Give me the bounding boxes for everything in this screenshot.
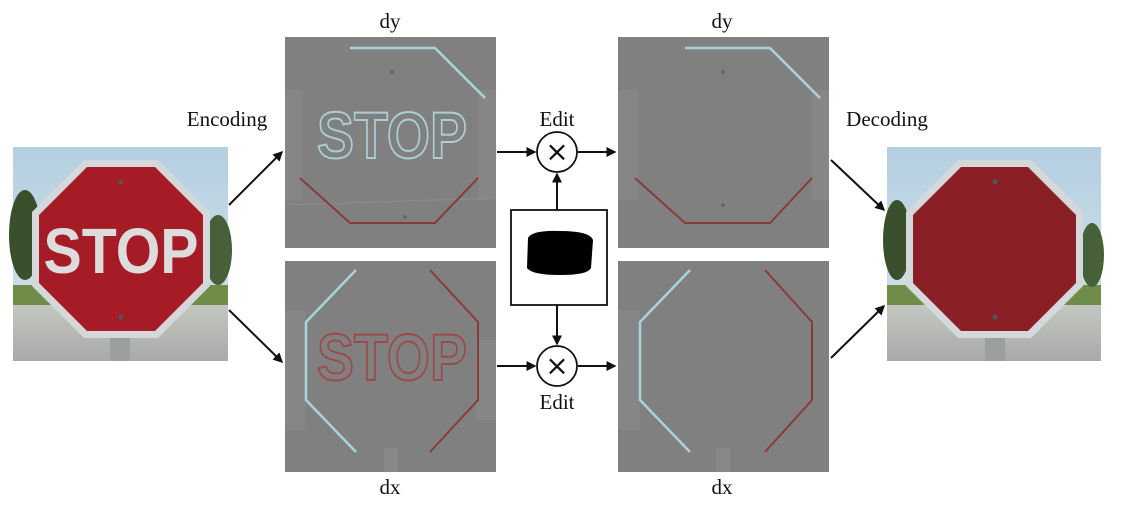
multiply-operator-top: × (536, 131, 578, 173)
input-image: STOP (9, 147, 232, 361)
dx-original-sign-text: STOP (317, 320, 467, 394)
dy-original-sign-text: STOP (317, 98, 467, 172)
multiply-symbol-bottom: × (545, 349, 568, 382)
dx-label-left: dx (380, 475, 402, 499)
edit-mask (510, 209, 608, 306)
arrow-encode-dy (228, 150, 284, 206)
dy-label-right: dy (712, 9, 734, 33)
dx-label-right: dx (712, 475, 734, 499)
decoding-label: Decoding (846, 107, 928, 131)
multiply-symbol-top: × (545, 135, 568, 168)
dy-gradient-image-original: STOP (284, 37, 497, 248)
arrow-decode-dx (830, 304, 886, 359)
edit-label-bottom: Edit (540, 390, 575, 414)
arrows (228, 147, 886, 371)
dx-gradient-image-original: STOP (285, 261, 496, 472)
output-image (883, 147, 1104, 361)
dx-gradient-image-edited (618, 261, 829, 472)
dy-label-left: dy (380, 9, 402, 33)
arrow-decode-dy (830, 159, 886, 212)
edit-label-top: Edit (540, 107, 575, 131)
dy-gradient-image-edited (618, 37, 829, 248)
multiply-operator-bottom: × (536, 345, 578, 387)
input-sign-text: STOP (44, 215, 199, 287)
encoding-label: Encoding (187, 107, 268, 131)
arrow-encode-dx (228, 309, 284, 364)
